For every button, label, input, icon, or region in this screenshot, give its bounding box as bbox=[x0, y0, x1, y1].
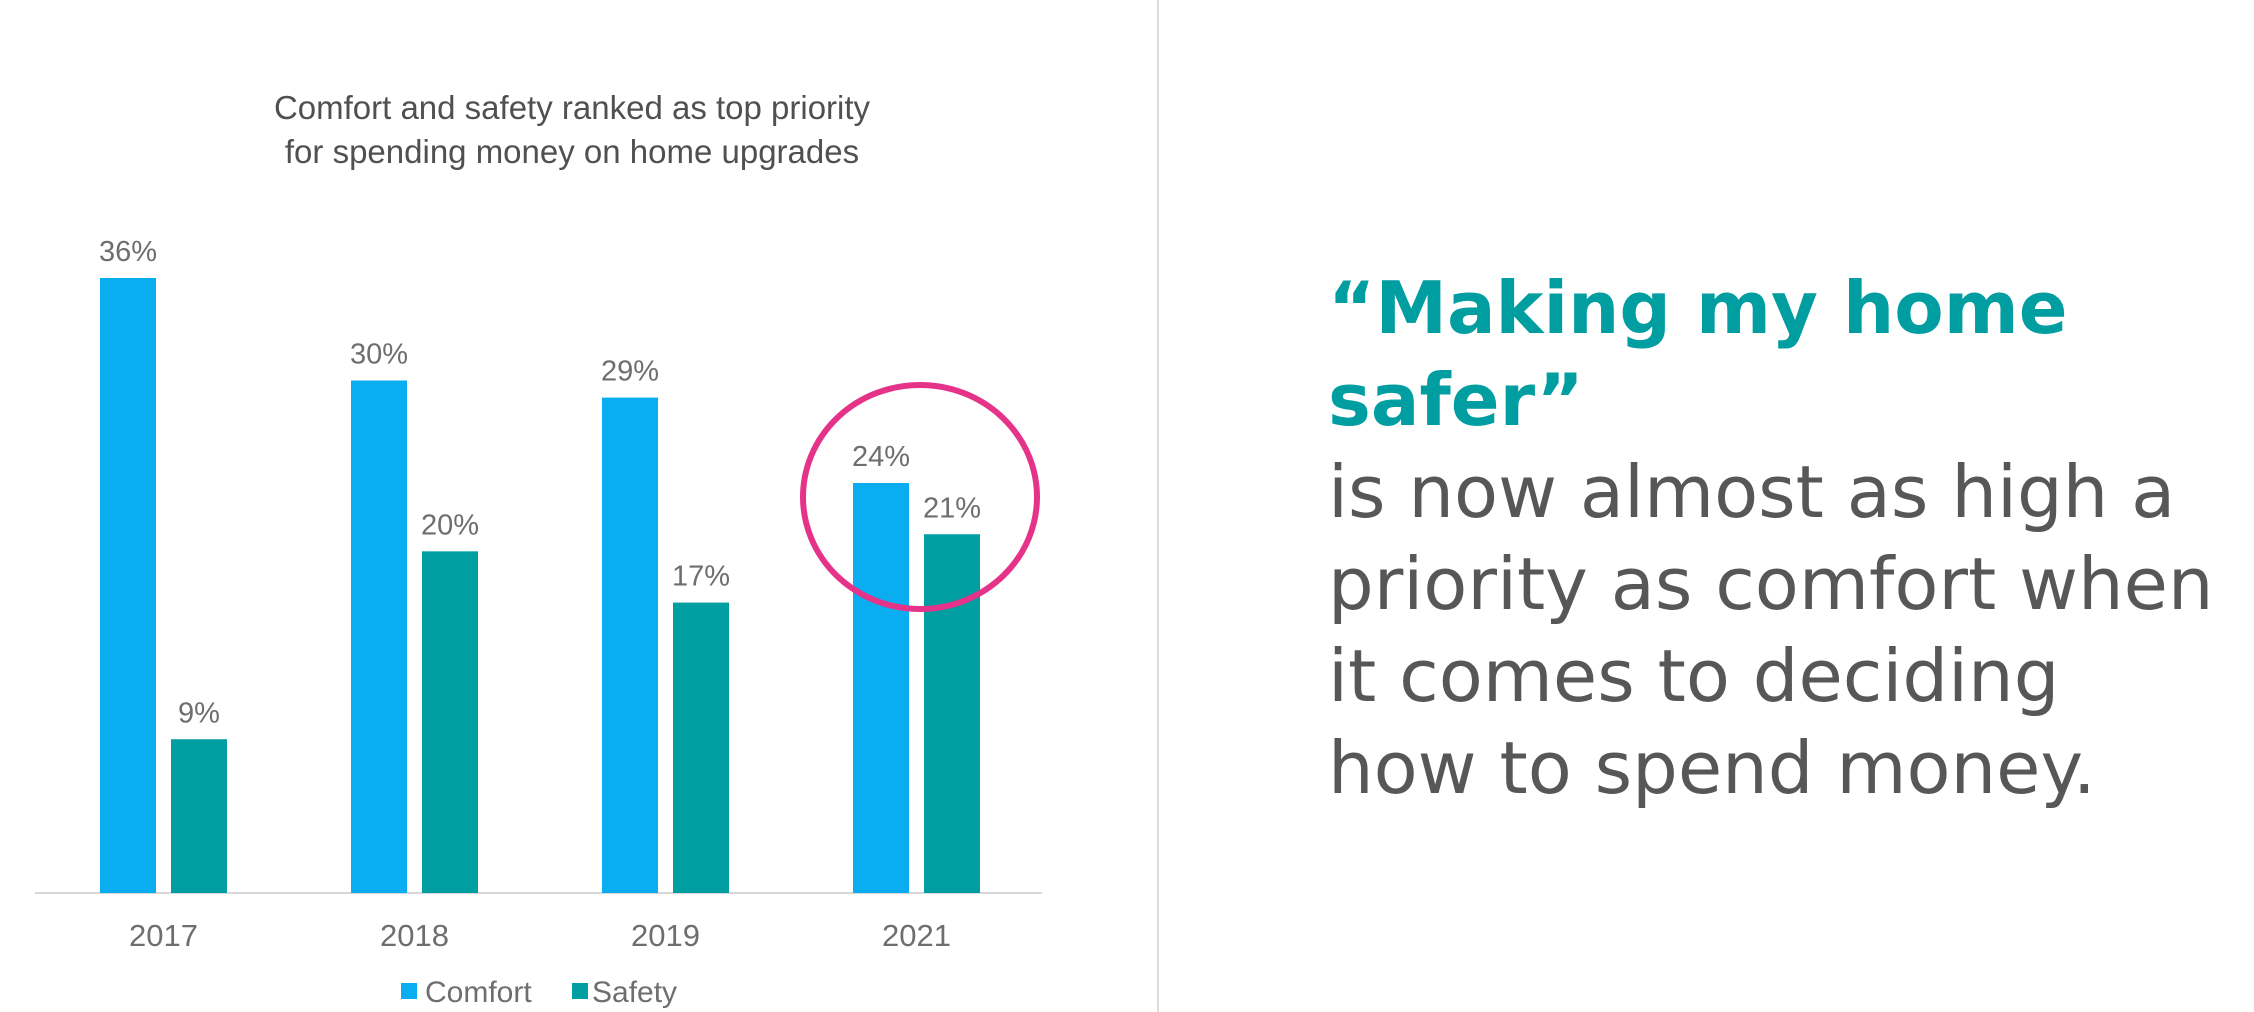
x-tick-label-2018: 2018 bbox=[380, 918, 449, 953]
bar-safety-2017 bbox=[171, 739, 227, 893]
data-label-safety-2017: 9% bbox=[178, 697, 220, 729]
bar-safety-2018 bbox=[422, 551, 478, 893]
bar-safety-2021 bbox=[924, 534, 980, 893]
highlight-circle-2021 bbox=[800, 382, 1040, 612]
bar-comfort-2019 bbox=[602, 397, 658, 893]
data-label-comfort-2017: 36% bbox=[99, 236, 157, 268]
bar-chart: Comfort and safety ranked as top priorit… bbox=[35, 89, 1042, 1009]
quote-block: “Making my home safer” is now almost as … bbox=[1328, 262, 2228, 814]
legend-label-comfort: Comfort bbox=[425, 976, 532, 1009]
bar-comfort-2018 bbox=[351, 380, 407, 893]
chart-title-line-1: Comfort and safety ranked as top priorit… bbox=[274, 89, 871, 126]
x-tick-label-2017: 2017 bbox=[129, 918, 198, 953]
data-label-safety-2018: 20% bbox=[421, 509, 479, 541]
bars-layer: 36% 9% 2017 30% 20% 2018 29% 17% 2019 24% 21% 2021 bbox=[99, 236, 981, 953]
quote-highlight: “Making my home safer” bbox=[1328, 266, 2068, 442]
bar-safety-2019 bbox=[673, 602, 729, 893]
legend-swatch-safety bbox=[572, 983, 588, 999]
vertical-divider bbox=[1157, 0, 1159, 1012]
bar-comfort-2021 bbox=[853, 483, 909, 893]
quote-body: is now almost as high a priority as comf… bbox=[1328, 450, 2214, 810]
legend-label-safety: Safety bbox=[592, 976, 677, 1009]
legend-swatch-comfort bbox=[401, 983, 417, 999]
chart-title-line-2: for spending money on home upgrades bbox=[285, 133, 859, 170]
data-label-safety-2021: 21% bbox=[923, 492, 981, 524]
x-tick-label-2019: 2019 bbox=[631, 918, 700, 953]
data-label-comfort-2021: 24% bbox=[852, 441, 910, 473]
bar-comfort-2017 bbox=[100, 278, 156, 893]
data-label-safety-2019: 17% bbox=[672, 561, 730, 593]
x-tick-label-2021: 2021 bbox=[882, 918, 951, 953]
data-label-comfort-2018: 30% bbox=[350, 339, 408, 371]
legend: Comfort Safety bbox=[401, 976, 677, 1009]
data-label-comfort-2019: 29% bbox=[601, 356, 659, 388]
